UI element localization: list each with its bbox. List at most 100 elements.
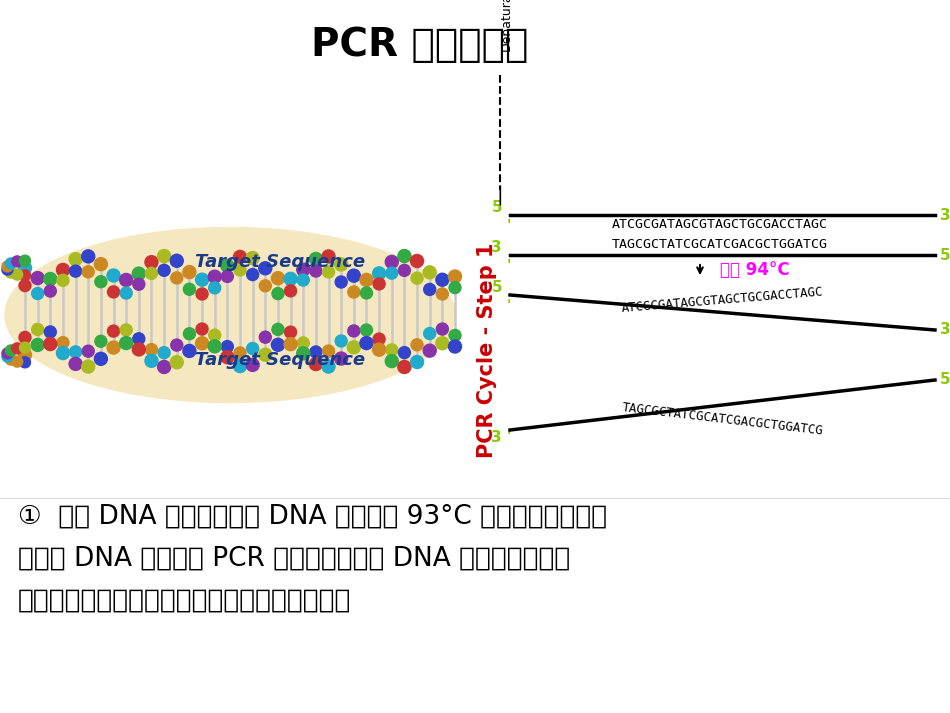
- Circle shape: [18, 262, 31, 275]
- Circle shape: [360, 324, 372, 336]
- Circle shape: [272, 338, 284, 352]
- Circle shape: [20, 255, 30, 266]
- Circle shape: [247, 269, 258, 280]
- Circle shape: [2, 264, 13, 275]
- Text: PCR 原理示意图: PCR 原理示意图: [312, 26, 529, 64]
- Circle shape: [132, 267, 145, 280]
- Circle shape: [82, 250, 95, 263]
- Circle shape: [171, 272, 182, 284]
- Circle shape: [208, 340, 221, 353]
- Text: 5: 5: [491, 280, 502, 295]
- Circle shape: [133, 333, 144, 345]
- Circle shape: [183, 328, 196, 340]
- Circle shape: [258, 262, 272, 275]
- Text: Target Sequence: Target Sequence: [195, 351, 365, 369]
- Circle shape: [322, 250, 335, 263]
- Circle shape: [45, 285, 56, 297]
- Circle shape: [360, 273, 373, 287]
- Text: ': ': [507, 298, 511, 312]
- Circle shape: [31, 272, 44, 284]
- Circle shape: [297, 274, 310, 286]
- Circle shape: [296, 347, 310, 360]
- Circle shape: [423, 344, 436, 357]
- Circle shape: [121, 287, 132, 299]
- Text: 5': 5': [940, 247, 950, 262]
- Circle shape: [45, 326, 56, 338]
- Circle shape: [323, 266, 334, 278]
- Circle shape: [171, 339, 182, 351]
- Circle shape: [323, 345, 334, 357]
- Circle shape: [69, 265, 82, 277]
- Circle shape: [6, 258, 16, 269]
- Circle shape: [183, 283, 196, 295]
- Circle shape: [209, 282, 220, 294]
- Circle shape: [348, 325, 360, 337]
- Circle shape: [436, 323, 448, 335]
- Circle shape: [158, 250, 171, 262]
- Circle shape: [95, 276, 107, 288]
- Circle shape: [120, 337, 133, 349]
- Circle shape: [296, 263, 310, 276]
- Circle shape: [11, 269, 23, 280]
- Circle shape: [258, 348, 272, 361]
- Circle shape: [11, 343, 23, 354]
- Circle shape: [158, 265, 170, 277]
- Circle shape: [423, 266, 436, 279]
- Circle shape: [208, 270, 221, 283]
- Ellipse shape: [5, 227, 455, 403]
- Text: TAGCGCTATCGCATCGACGCTGGATCG: TAGCGCTATCGCATCGACGCTGGATCG: [612, 239, 828, 252]
- Circle shape: [310, 346, 322, 358]
- Circle shape: [11, 256, 23, 267]
- Circle shape: [196, 288, 208, 300]
- Circle shape: [386, 344, 398, 356]
- Text: PCR Cycle - Step 1: PCR Cycle - Step 1: [477, 242, 497, 458]
- Circle shape: [436, 273, 448, 286]
- Circle shape: [2, 351, 13, 362]
- Text: 5: 5: [491, 200, 502, 215]
- Circle shape: [348, 286, 360, 298]
- Text: ': ': [507, 258, 511, 272]
- Circle shape: [183, 344, 196, 357]
- Circle shape: [69, 346, 82, 358]
- Circle shape: [196, 337, 209, 350]
- Text: |: |: [497, 185, 504, 205]
- Text: ATCGCGATAGCGTAGCTGCGACCTAGC: ATCGCGATAGCGTAGCTGCGACCTAGC: [621, 286, 824, 315]
- Text: 单链，以便它与引物结合，为下轮反应作准备；: 单链，以便它与引物结合，为下轮反应作准备；: [18, 588, 352, 614]
- Circle shape: [348, 270, 360, 282]
- Circle shape: [18, 349, 31, 361]
- Text: 5': 5': [940, 372, 950, 387]
- Circle shape: [360, 337, 373, 349]
- Circle shape: [2, 348, 13, 359]
- Circle shape: [449, 282, 461, 294]
- Text: Target Sequence: Target Sequence: [195, 253, 365, 271]
- Circle shape: [121, 324, 132, 336]
- Circle shape: [334, 258, 348, 271]
- Circle shape: [158, 347, 170, 359]
- Circle shape: [297, 337, 310, 349]
- Circle shape: [170, 255, 183, 267]
- Circle shape: [145, 267, 158, 279]
- Circle shape: [386, 267, 398, 279]
- Circle shape: [20, 342, 30, 353]
- Circle shape: [95, 335, 107, 347]
- Circle shape: [310, 357, 322, 371]
- Circle shape: [145, 354, 158, 367]
- Circle shape: [209, 329, 220, 341]
- Circle shape: [44, 272, 57, 285]
- Circle shape: [259, 332, 272, 343]
- Circle shape: [196, 323, 208, 335]
- Circle shape: [246, 252, 259, 265]
- Circle shape: [247, 342, 258, 354]
- Circle shape: [272, 272, 284, 284]
- Circle shape: [69, 357, 82, 370]
- Circle shape: [272, 287, 284, 299]
- Circle shape: [411, 272, 423, 284]
- Circle shape: [19, 279, 31, 292]
- Circle shape: [398, 347, 410, 359]
- Circle shape: [2, 261, 13, 272]
- Circle shape: [334, 352, 348, 365]
- Circle shape: [107, 341, 120, 354]
- Circle shape: [436, 288, 448, 300]
- Circle shape: [410, 255, 424, 267]
- Circle shape: [6, 345, 16, 356]
